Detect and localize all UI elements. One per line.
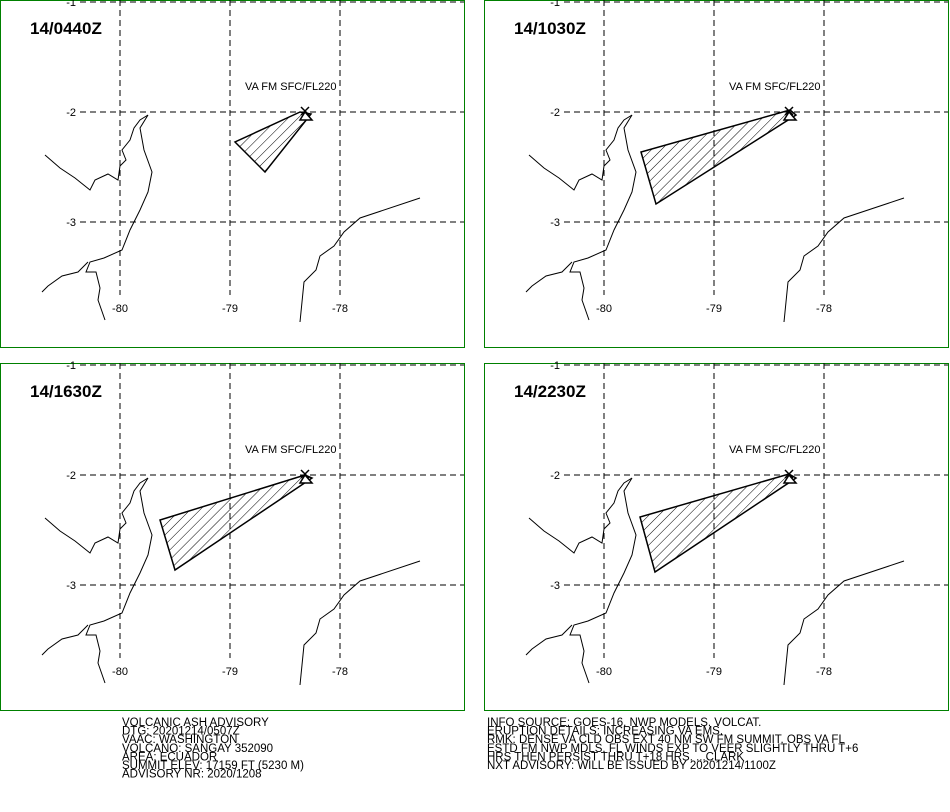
advisory-line: NXT ADVISORY: WILL BE ISSUED BY 20201214… <box>487 760 776 772</box>
panel-level: VA FM SFC/FL220 <box>245 444 337 456</box>
lat-label: -1 <box>550 360 560 372</box>
border <box>783 197 905 323</box>
ash-cloud <box>640 109 798 206</box>
advisory-line: VAAC: WASHINGTON <box>122 734 237 746</box>
map-panel: -1 -2 -3 -80 -79 -78 14/0440Z VA FM SFC/FL220 <box>0 0 465 348</box>
lat-label: -3 <box>66 217 76 229</box>
advisory-line: INFO SOURCE: GOES-16. NWP MODELS. VOLCAT… <box>487 717 761 729</box>
border <box>299 197 421 323</box>
lon-label: -80 <box>596 666 612 678</box>
ash-cloud <box>159 474 314 572</box>
panel-border <box>0 0 465 348</box>
coastline <box>528 114 637 321</box>
volcano-marker <box>298 473 314 484</box>
advisory-line: ESTD FM NWP MDLS. FL WINDS EXP TO VEER S… <box>487 743 858 755</box>
volcano-marker <box>298 110 314 121</box>
advisory-line: RMK: DENSE VA CLD OBS EXT 40 NM SW FM SU… <box>487 734 845 746</box>
advisory-line: VOLCANO: SANGAY 352090 <box>122 743 273 755</box>
lon-label: -80 <box>112 303 128 315</box>
advisory-line: ADVISORY NR: 2020/1208 <box>122 769 262 781</box>
advisory-line: AREA: ECUADOR <box>122 751 217 763</box>
lat-label: -1 <box>66 360 76 372</box>
panel-time: 14/2230Z <box>514 382 586 401</box>
advisory-line: VOLCANIC ASH ADVISORY <box>122 717 269 729</box>
panel-level: VA FM SFC/FL220 <box>729 444 821 456</box>
ash-cloud <box>639 473 798 574</box>
border <box>299 560 421 686</box>
coastline <box>528 477 637 684</box>
border <box>783 560 905 686</box>
coastline <box>44 477 153 684</box>
panel-border <box>484 363 949 711</box>
lon-label: -79 <box>222 666 238 678</box>
map-panel: -1 -2 -3 -80 -79 -78 14/1030Z VA FM SFC/FL220 <box>484 0 949 348</box>
coastline <box>44 114 153 321</box>
lat-label: -2 <box>550 470 560 482</box>
lat-label: -1 <box>550 0 560 9</box>
advisory-line: DTG: 20201214/0507Z <box>122 726 240 738</box>
advisory-line: HRS THEN PERSIST THRU T+18 HRS. ...CLARK <box>487 751 744 763</box>
lon-label: -78 <box>332 303 348 315</box>
coastline <box>525 624 573 656</box>
volcano-x <box>300 469 310 479</box>
panel-time: 14/1030Z <box>514 19 586 38</box>
map-panel: -1 -2 -3 -80 -79 -78 14/2230Z VA FM SFC/FL220 <box>484 360 949 711</box>
lon-label: -79 <box>706 666 722 678</box>
lon-label: -79 <box>706 303 722 315</box>
lat-label: -1 <box>66 0 76 9</box>
lon-label: -80 <box>112 666 128 678</box>
panel-time: 14/0440Z <box>30 19 102 38</box>
lon-label: -79 <box>222 303 238 315</box>
lat-label: -2 <box>66 470 76 482</box>
lat-label: -3 <box>66 580 76 592</box>
volcano-marker <box>782 473 798 484</box>
volcano-x <box>784 106 794 116</box>
panel-border <box>484 0 949 348</box>
panel-level: VA FM SFC/FL220 <box>729 81 821 93</box>
volcano-marker <box>782 110 798 121</box>
lat-label: -2 <box>66 107 76 119</box>
coastline <box>525 261 573 293</box>
coastline <box>41 624 89 656</box>
lat-label: -2 <box>550 107 560 119</box>
advisory-line: ERUPTION DETAILS: INCREASING VA EMS. <box>487 726 723 738</box>
lon-label: -78 <box>816 303 832 315</box>
lon-label: -78 <box>332 666 348 678</box>
coastline <box>41 261 89 293</box>
lon-label: -80 <box>596 303 612 315</box>
panel-time: 14/1630Z <box>30 382 102 401</box>
ash-cloud <box>233 111 313 174</box>
volcano-x <box>784 469 794 479</box>
lat-label: -3 <box>550 580 560 592</box>
advisory-line: SUMMIT ELEV: 17159 FT (5230 M) <box>122 760 304 772</box>
lon-label: -78 <box>816 666 832 678</box>
volcano-x <box>300 106 310 116</box>
lat-label: -3 <box>550 217 560 229</box>
panel-border <box>0 363 465 711</box>
panel-level: VA FM SFC/FL220 <box>245 81 337 93</box>
map-panel: -1 -2 -3 -80 -79 -78 14/1630Z VA FM SFC/FL220 <box>0 360 465 711</box>
